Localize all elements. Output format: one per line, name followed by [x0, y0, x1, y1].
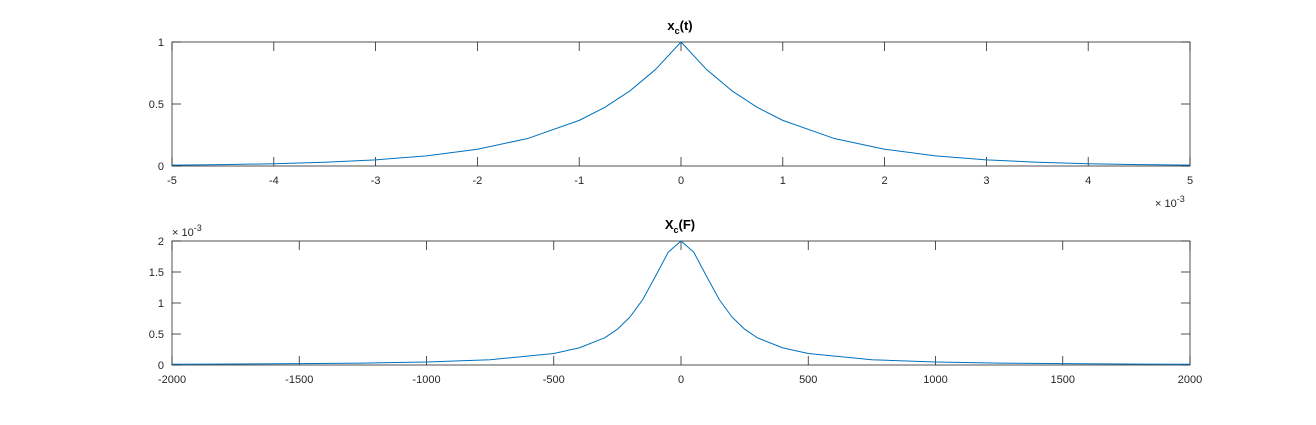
y-tick-label: 1: [158, 298, 164, 310]
y-exponent-base: × 10: [172, 227, 194, 239]
x-tick-label: 4: [1085, 175, 1091, 187]
x-tick-label: 2: [882, 175, 888, 187]
x-tick-label: 500: [799, 374, 817, 386]
x-tick-label: 2000: [1178, 374, 1202, 386]
x-exponent-label: × 10-3: [1155, 194, 1185, 210]
x-tick-label: -1: [574, 175, 584, 187]
plot-area-Xc-F: -2000 -1500 -1000 -500 0 500 1000 1500 2000 0 0.5 1…: [149, 236, 1203, 386]
y-tick-label: 1.5: [149, 267, 164, 279]
y-tick-label: 2: [158, 236, 164, 248]
x-tick-label: 0: [678, 175, 684, 187]
axes-title-Xc-F: Xc(F): [665, 217, 695, 235]
title-main: X: [665, 217, 674, 232]
title-rest: (F): [679, 217, 696, 232]
title-subscript: c: [674, 225, 679, 235]
x-tick-label: 1000: [923, 374, 947, 386]
x-tick-label: 1500: [1051, 374, 1075, 386]
x-tick-label: 5: [1187, 175, 1193, 187]
y-tick-label: 0: [158, 161, 164, 173]
y-tick-label: 0.5: [149, 329, 164, 341]
axes-title-xc-t: xc(t): [667, 18, 692, 36]
y-tick-label: 0: [158, 360, 164, 372]
x-exponent-power: -3: [1177, 194, 1185, 204]
x-tick-label: 1: [780, 175, 786, 187]
x-tick-label: -2000: [158, 374, 186, 386]
series-line: [171, 240, 1191, 365]
x-exponent-base: × 10: [1155, 198, 1177, 210]
x-tick-label: 3: [983, 175, 989, 187]
x-tick-label: -3: [371, 175, 381, 187]
x-tick-label: -2: [473, 175, 483, 187]
x-tick-label: -1500: [285, 374, 313, 386]
x-tick-label: -4: [269, 175, 279, 187]
x-tick-label: -5: [167, 175, 177, 187]
series-line: [171, 41, 1191, 166]
axes-Xc-F: Xc(F) -2000 -1500 -1000 -500 0 500 1000 1500 200…: [149, 217, 1203, 386]
y-tick-label: 0.5: [149, 99, 164, 111]
title-main: x: [667, 18, 675, 33]
axes-xc-t: xc(t) -5 -4 -3 -2 -1 0 1 2 3 4 500.51 × 10-3: [149, 18, 1193, 210]
title-rest: (t): [680, 18, 693, 33]
y-exponent-power: -3: [194, 223, 202, 233]
x-tick-label: 0: [678, 374, 684, 386]
plot-area-xc-t: -5 -4 -3 -2 -1 0 1 2 3 4 5 0 0.5 1: [149, 37, 1193, 187]
x-tick-label: -1000: [412, 374, 440, 386]
x-tick-label: -500: [543, 374, 565, 386]
y-exponent-label: × 10-3: [172, 223, 202, 239]
y-tick-label: 1: [158, 37, 164, 49]
title-subscript: c: [675, 26, 680, 36]
